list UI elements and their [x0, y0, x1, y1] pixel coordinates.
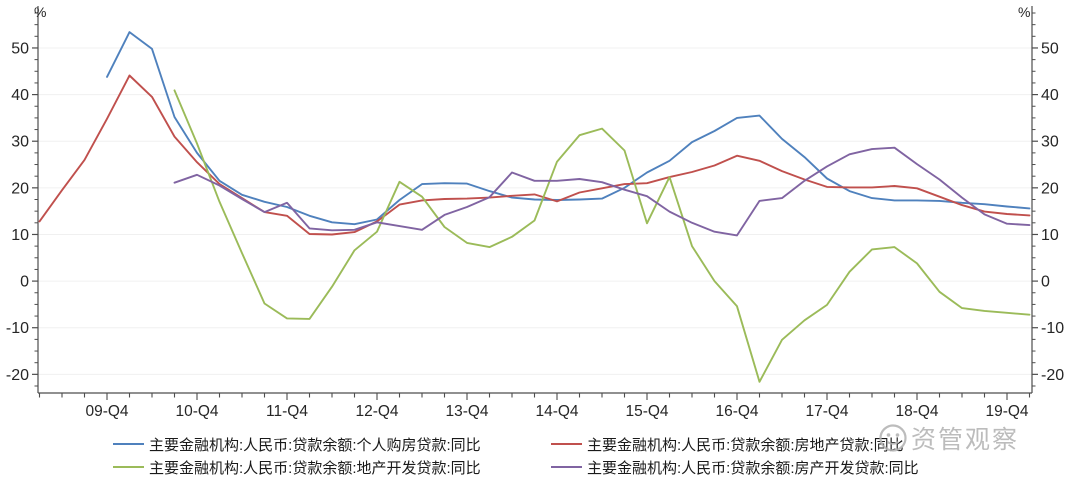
- legend-line-sample-green: [113, 466, 144, 468]
- svg-text:40: 40: [11, 87, 29, 104]
- svg-text:-10: -10: [6, 320, 29, 337]
- svg-text:15-Q4: 15-Q4: [625, 403, 668, 420]
- chart-legend: 主要金融机构:人民币:贷款余额:个人购房贷款:同比 主要金融机构:人民币:贷款余…: [0, 431, 1080, 483]
- svg-text:20: 20: [1041, 180, 1059, 197]
- legend-item-land-development-loans: 主要金融机构:人民币:贷款余额:地产开发贷款:同比: [113, 456, 481, 478]
- y-axis-unit-left: %: [34, 4, 47, 20]
- svg-text:30: 30: [1041, 134, 1059, 151]
- svg-text:10-Q4: 10-Q4: [175, 403, 218, 420]
- legend-item-real-estate-loans: 主要金融机构:人民币:贷款余额:房地产贷款:同比: [551, 433, 904, 455]
- y-axis-unit-right: %: [1018, 4, 1031, 20]
- legend-item-housing-development-loans: 主要金融机构:人民币:贷款余额:房产开发贷款:同比: [551, 456, 919, 478]
- legend-row: 主要金融机构:人民币:贷款余额:个人购房贷款:同比 主要金融机构:人民币:贷款余…: [0, 433, 1080, 455]
- svg-text:18-Q4: 18-Q4: [895, 403, 938, 420]
- svg-text:30: 30: [11, 134, 29, 151]
- svg-text:50: 50: [1041, 40, 1059, 57]
- svg-text:-20: -20: [6, 367, 29, 384]
- svg-text:17-Q4: 17-Q4: [805, 403, 848, 420]
- legend-line-sample-blue: [113, 443, 144, 445]
- svg-text:14-Q4: 14-Q4: [535, 403, 578, 420]
- svg-text:10: 10: [1041, 227, 1059, 244]
- legend-label: 主要金融机构:人民币:贷款余额:个人购房贷款:同比: [149, 436, 481, 454]
- svg-text:16-Q4: 16-Q4: [715, 403, 758, 420]
- svg-text:-10: -10: [1041, 320, 1064, 337]
- chart-canvas: -20 -20 -10 -10 0 0 10 10 20 20 30 30 40 40 50 50 09-Q4 1…: [6, 6, 1064, 420]
- legend-label: 主要金融机构:人民币:贷款余额:房地产贷款:同比: [587, 436, 904, 454]
- svg-text:19-Q4: 19-Q4: [985, 403, 1028, 420]
- svg-text:-20: -20: [1041, 367, 1064, 384]
- svg-text:11-Q4: 11-Q4: [266, 403, 308, 420]
- svg-text:13-Q4: 13-Q4: [445, 403, 488, 420]
- svg-text:50: 50: [11, 40, 29, 57]
- legend-line-sample-purple: [551, 466, 582, 468]
- legend-row: 主要金融机构:人民币:贷款余额:地产开发贷款:同比 主要金融机构:人民币:贷款余…: [0, 456, 1080, 478]
- svg-text:0: 0: [1041, 274, 1050, 291]
- legend-label: 主要金融机构:人民币:贷款余额:地产开发贷款:同比: [149, 459, 481, 477]
- legend-line-sample-red: [551, 443, 582, 445]
- svg-text:20: 20: [11, 180, 29, 197]
- svg-text:40: 40: [1041, 87, 1059, 104]
- svg-text:09-Q4: 09-Q4: [85, 403, 128, 420]
- svg-text:0: 0: [20, 274, 29, 291]
- svg-text:10: 10: [11, 227, 29, 244]
- legend-label: 主要金融机构:人民币:贷款余额:房产开发贷款:同比: [587, 459, 919, 477]
- svg-text:12-Q4: 12-Q4: [355, 403, 398, 420]
- legend-item-personal-housing-loans: 主要金融机构:人民币:贷款余额:个人购房贷款:同比: [113, 433, 481, 455]
